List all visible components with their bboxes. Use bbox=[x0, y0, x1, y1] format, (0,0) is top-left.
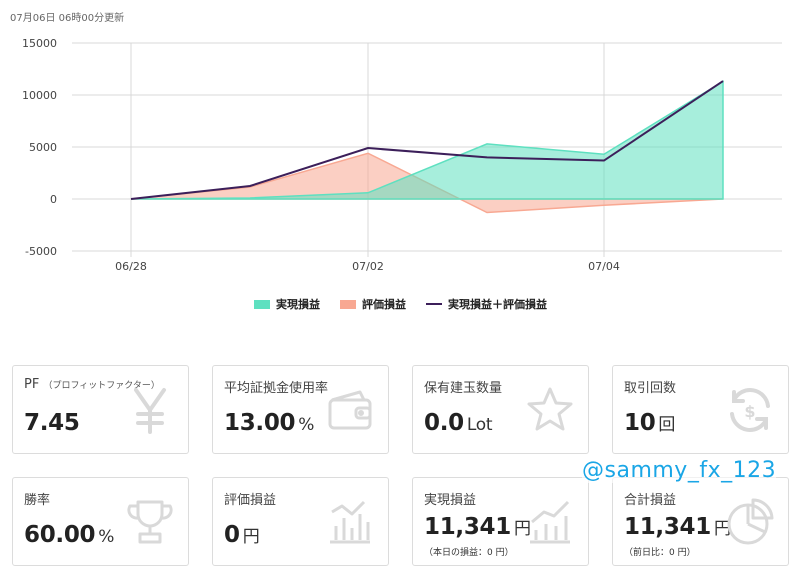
card-pf: PF （プロフィットファクター） 7.45 bbox=[12, 365, 189, 454]
y-tick-label: 15000 bbox=[22, 37, 57, 50]
card-value: 11,341 円 bbox=[424, 514, 531, 540]
card-value-number: 60.00 bbox=[24, 522, 96, 548]
legend-swatch-realized bbox=[254, 299, 270, 309]
trophy-icon bbox=[127, 500, 173, 544]
series-area-0 bbox=[130, 80, 724, 200]
yen-icon bbox=[134, 388, 166, 434]
card-margin-usage: 平均証拠金使用率 13.00% bbox=[212, 365, 389, 454]
wallet-icon bbox=[328, 390, 372, 430]
card-value: 11,341 円 bbox=[624, 514, 731, 540]
legend-item-realized[interactable]: 実現損益 bbox=[254, 296, 320, 312]
svg-text:$: $ bbox=[744, 402, 755, 421]
y-tick-label: 0 bbox=[50, 193, 57, 206]
chart-ticks: 15000 10000 5000 0 -5000 06/28 07/02 07/04 bbox=[22, 37, 620, 271]
card-value-unit: 回 bbox=[658, 415, 676, 435]
chart-legend: 実現損益 評価損益 実現損益＋評価損益 bbox=[0, 296, 801, 312]
updated-timestamp: 07月06日 06時00分更新 bbox=[10, 13, 125, 24]
card-total-pl: 合計損益 11,341 円 （前日比：0 円） bbox=[612, 477, 789, 566]
card-value-number: 13.00 bbox=[224, 410, 296, 436]
card-value-unit: 円 bbox=[713, 519, 731, 539]
card-value: 13.00% bbox=[224, 410, 314, 436]
star-icon bbox=[527, 387, 573, 431]
card-value-number: 10 bbox=[624, 410, 656, 436]
y-tick-label: 5000 bbox=[29, 141, 57, 154]
card-title: PF （プロフィットファクター） bbox=[24, 377, 160, 392]
card-value: 10 回 bbox=[624, 410, 675, 436]
legend-label-total: 実現損益＋評価損益 bbox=[448, 298, 547, 311]
legend-swatch-total bbox=[426, 303, 442, 305]
y-tick-label: -5000 bbox=[25, 245, 57, 258]
card-subtext: （前日比：0 円） bbox=[624, 548, 696, 558]
card-value-number: 11,341 bbox=[424, 514, 511, 540]
chart-areas bbox=[130, 80, 724, 214]
card-win-rate: 勝率 60.00% bbox=[12, 477, 189, 566]
watermark-handle: @sammy_fx_123 bbox=[582, 458, 777, 483]
card-value-unit: Lot bbox=[466, 415, 493, 435]
card-position-size: 保有建玉数量 0.0 Lot bbox=[412, 365, 589, 454]
card-title: 取引回数 bbox=[624, 381, 677, 396]
card-value-number: 11,341 bbox=[624, 514, 711, 540]
card-value-number: 7.45 bbox=[24, 410, 80, 436]
card-title: 合計損益 bbox=[624, 493, 677, 508]
card-title: 評価損益 bbox=[224, 493, 277, 508]
legend-item-total[interactable]: 実現損益＋評価損益 bbox=[426, 296, 547, 312]
bar-chart-icon bbox=[330, 500, 370, 544]
chart-lines bbox=[130, 80, 724, 200]
legend-label-unrealized: 評価損益 bbox=[362, 298, 406, 311]
card-value-unit: 円 bbox=[242, 527, 260, 547]
card-value-unit: % bbox=[98, 527, 115, 547]
card-title-note: （プロフィットファクター） bbox=[43, 381, 160, 391]
card-title-text: PF bbox=[24, 377, 40, 392]
card-title: 勝率 bbox=[24, 493, 51, 508]
x-tick-label: 06/28 bbox=[115, 260, 147, 271]
x-tick-label: 07/04 bbox=[588, 260, 620, 271]
card-value-unit: 円 bbox=[513, 519, 531, 539]
card-subtext: （本日の損益：0 円） bbox=[424, 548, 514, 558]
exchange-icon: $ bbox=[730, 388, 770, 432]
card-value: 60.00% bbox=[24, 522, 114, 548]
series-line-total bbox=[130, 80, 724, 200]
card-title: 実現損益 bbox=[424, 493, 477, 508]
card-realized-pl: 実現損益 11,341 円 （本日の損益：0 円） bbox=[412, 477, 589, 566]
legend-item-unrealized[interactable]: 評価損益 bbox=[340, 296, 406, 312]
pie-chart-icon bbox=[727, 498, 774, 545]
legend-swatch-unrealized bbox=[340, 299, 356, 309]
card-value: 7.45 bbox=[24, 410, 80, 436]
legend-label-realized: 実現損益 bbox=[276, 298, 320, 311]
card-value: 0.0 Lot bbox=[424, 410, 493, 436]
pl-chart: 15000 10000 5000 0 -5000 06/28 07/02 07/04 bbox=[22, 37, 782, 271]
card-trade-count: 取引回数 10 回 $ bbox=[612, 365, 789, 454]
card-title: 保有建玉数量 bbox=[424, 381, 503, 396]
y-tick-label: 10000 bbox=[22, 89, 57, 102]
card-value-number: 0 bbox=[224, 522, 240, 548]
line-chart-icon bbox=[530, 500, 570, 544]
x-tick-label: 07/02 bbox=[352, 260, 384, 271]
card-value-unit: % bbox=[298, 415, 315, 435]
card-value-number: 0.0 bbox=[424, 410, 464, 436]
card-title: 平均証拠金使用率 bbox=[224, 381, 329, 396]
